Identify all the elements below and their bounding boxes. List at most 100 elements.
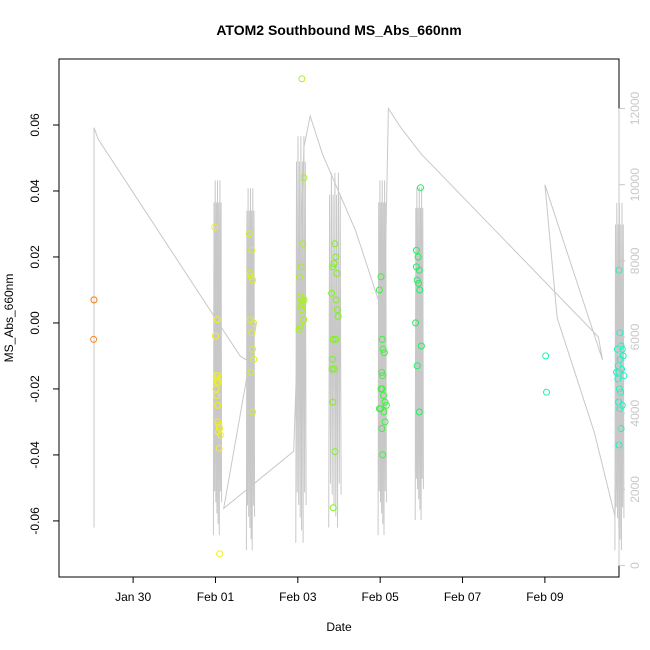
data-point (413, 276, 421, 284)
data-point (381, 398, 389, 406)
data-point (379, 451, 387, 459)
data-point (248, 246, 256, 254)
series-group (412, 184, 425, 416)
data-point (415, 279, 422, 287)
data-point (298, 296, 305, 304)
y-tick-label: 0.00 (28, 311, 42, 335)
data-point (412, 319, 420, 327)
data-point (332, 335, 340, 343)
y-tick-label: 0.06 (28, 113, 42, 137)
secondary-line-layer (93, 106, 625, 551)
secondary-line-burst (414, 187, 424, 520)
data-point (328, 365, 336, 373)
data-point (377, 273, 385, 281)
y2-tick-label: 8000 (628, 247, 642, 274)
data-point (413, 362, 421, 370)
data-point (375, 286, 383, 294)
y2-tick-label: 10000 (628, 168, 642, 202)
x-tick-label: Feb 01 (197, 590, 235, 604)
data-point (249, 345, 256, 353)
data-point (378, 335, 386, 343)
data-point (613, 345, 621, 353)
data-point (382, 401, 390, 409)
x-axis: Jan 30 Feb 01 Feb 03 Feb 05 Feb 07 Feb 09 (115, 576, 564, 604)
data-point (329, 504, 337, 512)
data-point (333, 306, 341, 314)
data-point (380, 392, 387, 399)
data-point (378, 425, 386, 432)
data-point (616, 355, 624, 363)
data-point (379, 372, 387, 380)
data-point (379, 345, 387, 353)
data-point (412, 263, 420, 271)
data-point (330, 260, 338, 268)
series-group (211, 223, 224, 558)
data-point (249, 276, 256, 284)
data-point (614, 375, 622, 383)
data-point (329, 263, 337, 271)
x-tick-label: Feb 05 (361, 590, 399, 604)
data-point (215, 444, 223, 452)
y-tick-label: -0.06 (28, 507, 42, 535)
data-point (90, 296, 98, 304)
series-group (328, 240, 342, 512)
data-point (213, 375, 221, 383)
y2-tick-label: 2000 (628, 476, 642, 503)
data-point (214, 372, 222, 380)
data-point (247, 273, 255, 281)
y-axis-label: MS_Abs_660nm (2, 274, 16, 363)
data-point (542, 352, 550, 360)
data-point (296, 273, 303, 281)
data-point (332, 296, 340, 304)
data-point (617, 425, 625, 432)
secondary-line-burst (328, 172, 342, 528)
y2-tick-label: 6000 (628, 323, 642, 350)
data-point (249, 408, 256, 416)
data-point (328, 289, 336, 297)
y-tick-label: 0.02 (28, 245, 42, 269)
data-point (297, 263, 305, 271)
y-axis: -0.06 -0.04 -0.02 0.00 0.02 0.04 0.06 (28, 113, 59, 535)
data-point (300, 316, 308, 324)
data-point (380, 349, 388, 357)
data-point (245, 230, 253, 238)
data-point (417, 342, 425, 350)
secondary-line-burst (212, 180, 223, 536)
data-point (249, 319, 257, 327)
data-point (331, 240, 339, 248)
data-point (300, 296, 308, 304)
data-point (297, 303, 305, 310)
x-tick-label: Feb 07 (444, 590, 482, 604)
data-point (212, 332, 219, 340)
secondary-line-burst (245, 188, 256, 551)
data-point (214, 418, 222, 426)
data-point (415, 408, 423, 416)
data-point (90, 335, 98, 343)
data-point (295, 326, 303, 333)
secondary-line-trace (93, 106, 624, 528)
data-point (216, 425, 224, 432)
data-point (617, 388, 625, 396)
data-point (298, 75, 306, 83)
series-group (245, 230, 258, 416)
data-point (329, 335, 337, 343)
y2-tick-label: 4000 (628, 400, 642, 427)
x-tick-label: Jan 30 (115, 590, 151, 604)
data-point (214, 428, 222, 436)
data-point (380, 408, 388, 416)
x-tick-label: Feb 09 (526, 590, 564, 604)
y-tick-label: -0.02 (28, 375, 42, 403)
data-point (381, 418, 389, 426)
data-point (216, 550, 224, 558)
series-group (375, 273, 390, 459)
data-point (414, 253, 422, 261)
data-point (298, 306, 306, 314)
data-point (299, 299, 307, 307)
data-point (214, 378, 222, 386)
series-group (295, 75, 308, 333)
data-point (246, 270, 254, 277)
secondary-line-burst (377, 180, 387, 536)
data-point (378, 368, 386, 376)
data-point (213, 316, 221, 324)
